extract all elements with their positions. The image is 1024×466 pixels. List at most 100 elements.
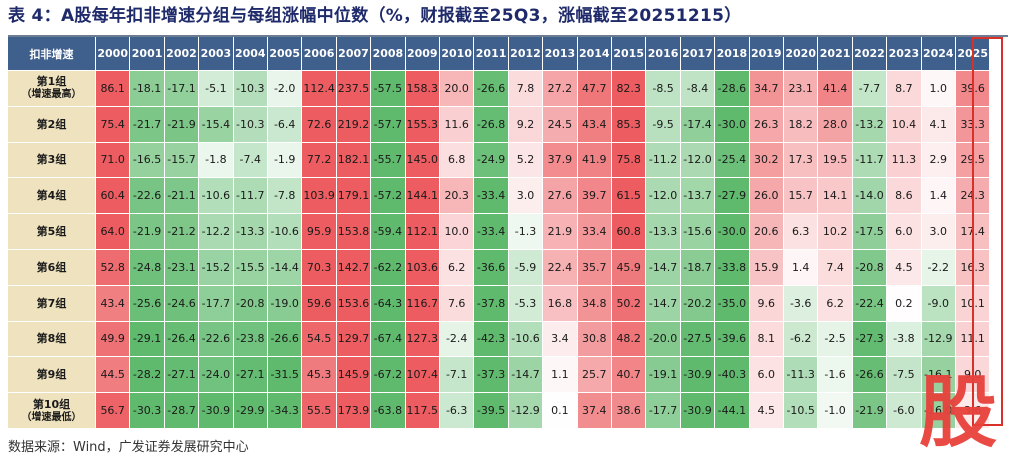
heatmap-cell: -37.3 xyxy=(474,357,509,394)
heatmap-cell: -27.1 xyxy=(164,357,200,394)
column-header-2025: 2025 xyxy=(956,37,991,71)
heatmap-cell: 15.7 xyxy=(784,178,819,215)
heatmap-cell: -1.8 xyxy=(199,142,234,179)
heatmap-cell: 10.0 xyxy=(440,214,475,250)
heatmap-cell: 17.4 xyxy=(956,214,991,250)
column-header-2003: 2003 xyxy=(199,37,234,71)
heatmap-cell: -17.7 xyxy=(646,393,681,429)
heatmap-cell: -62.2 xyxy=(371,250,406,286)
heatmap-cell: 107.4 xyxy=(405,357,440,394)
heatmap-cell: 95.9 xyxy=(302,214,337,250)
heatmap-cell: -17.5 xyxy=(852,214,888,250)
heatmap-cell: 0.1 xyxy=(543,393,578,429)
heatmap-cell: 19.5 xyxy=(818,142,853,179)
heatmap-cell: 153.8 xyxy=(336,214,372,250)
heatmap-cell: -24.9 xyxy=(474,142,509,179)
heatmap-cell: -23.8 xyxy=(233,321,268,358)
heatmap-cell: -12.0 xyxy=(680,142,716,179)
heatmap-cell: 1.1 xyxy=(543,357,578,394)
column-header-2002: 2002 xyxy=(164,37,200,71)
heatmap-cell: 145.9 xyxy=(336,357,372,394)
heatmap-cell: 103.6 xyxy=(405,250,440,286)
heatmap-cell: 6.2 xyxy=(440,250,475,286)
heatmap-cell: 77.2 xyxy=(302,142,337,179)
heatmap-cell: -22.6 xyxy=(199,321,234,358)
heatmap-cell: -11.2 xyxy=(646,142,681,179)
row-label-text: 第4组 xyxy=(36,189,67,203)
heatmap-cell: -1.6 xyxy=(818,357,853,394)
heatmap-cell: 112.4 xyxy=(302,71,337,107)
heatmap-cell: -30.9 xyxy=(680,357,716,394)
heatmap-cell: -18.7 xyxy=(680,250,716,286)
heatmap-cell: -2.2 xyxy=(921,250,956,286)
heatmap-cell: 16.8 xyxy=(543,285,578,322)
heatmap-cell: 27.6 xyxy=(543,178,578,215)
heatmap-cell: -2.0 xyxy=(268,71,303,107)
heatmap-cell: 8.7 xyxy=(887,71,922,107)
row-label-group-6: 第6组 xyxy=(8,250,96,286)
heatmap-cell: 7.4 xyxy=(818,250,853,286)
heatmap-cell: -9.5 xyxy=(646,106,681,143)
heatmap-cell: -3.8 xyxy=(887,321,922,358)
heatmap-cell: -28.7 xyxy=(164,393,200,429)
column-header-2011: 2011 xyxy=(474,37,509,71)
heatmap-cell: -25.4 xyxy=(715,142,750,179)
heatmap-cell: -12.9 xyxy=(508,393,544,429)
heatmap-cell: 18.2 xyxy=(784,106,819,143)
column-header-2023: 2023 xyxy=(887,37,922,71)
column-header-2017: 2017 xyxy=(680,37,716,71)
column-header-2018: 2018 xyxy=(715,37,750,71)
column-header-2019: 2019 xyxy=(749,37,784,71)
column-header-2022: 2022 xyxy=(852,37,888,71)
heatmap-cell: 219.2 xyxy=(336,106,372,143)
heatmap-cell: 7.8 xyxy=(508,71,544,107)
heatmap-cell: -7.7 xyxy=(852,71,888,107)
row-label-text: 第6组 xyxy=(36,260,67,274)
heatmap-cell: 155.3 xyxy=(405,106,440,143)
heatmap-cell: 85.3 xyxy=(612,106,647,143)
heatmap-cell: -28.2 xyxy=(130,357,165,394)
heatmap-cell: 75.8 xyxy=(612,142,647,179)
row-label-group-5: 第5组 xyxy=(8,214,96,250)
heatmap-cell: 33.4 xyxy=(577,214,612,250)
heatmap-cell: -55.7 xyxy=(371,142,406,179)
column-header-2012: 2012 xyxy=(508,37,544,71)
heatmap-cell: -7.1 xyxy=(440,357,475,394)
heatmap-cell: -26.4 xyxy=(164,321,200,358)
heatmap-cell: -37.8 xyxy=(474,285,509,322)
heatmap-cell: -3.6 xyxy=(784,285,819,322)
heatmap-cell: -67.4 xyxy=(371,321,406,358)
heatmap-cell: 24.5 xyxy=(543,106,578,143)
heatmap-cell: -57.5 xyxy=(371,71,406,107)
heatmap-cell: 60.8 xyxy=(612,214,647,250)
heatmap-cell: -13.3 xyxy=(233,214,268,250)
heatmap-cell: 1.0 xyxy=(921,71,956,107)
heatmap-cell: -9.0 xyxy=(921,285,956,322)
heatmap-cell: 30.8 xyxy=(577,321,612,358)
heatmap-cell: 27.2 xyxy=(543,71,578,107)
heatmap-cell: -20.0 xyxy=(646,321,681,358)
heatmap-cell: 103.9 xyxy=(302,178,337,215)
heatmap-cell: -30.3 xyxy=(130,393,165,429)
heatmap-cell: -13.7 xyxy=(680,178,716,215)
column-header-2024: 2024 xyxy=(921,37,956,71)
heatmap-cell: -6.4 xyxy=(268,106,303,143)
heatmap-cell: 39.6 xyxy=(956,71,991,107)
row-label-text: 第3组 xyxy=(36,153,67,167)
heatmap-cell: -17.7 xyxy=(199,285,234,322)
heatmap-cell: -30.0 xyxy=(715,106,750,143)
column-header-2008: 2008 xyxy=(371,37,406,71)
heatmap-cell: -24.0 xyxy=(199,357,234,394)
heatmap-cell: -33.4 xyxy=(474,178,509,215)
heatmap-cell: -13.3 xyxy=(646,214,681,250)
column-header-2007: 2007 xyxy=(336,37,372,71)
heatmap-cell: 43.4 xyxy=(96,285,131,322)
heatmap-cell: -7.5 xyxy=(887,357,922,394)
row-sublabel-text: （增速最低） xyxy=(21,411,82,423)
heatmap-cell: 52.8 xyxy=(96,250,131,286)
corner-header: 扣非增速 xyxy=(8,37,96,71)
heatmap-cell: 29.5 xyxy=(956,142,991,179)
heatmap-cell: 40.7 xyxy=(612,357,647,394)
heatmap-cell: -63.8 xyxy=(371,393,406,429)
heatmap-cell: -16.1 xyxy=(921,357,956,394)
